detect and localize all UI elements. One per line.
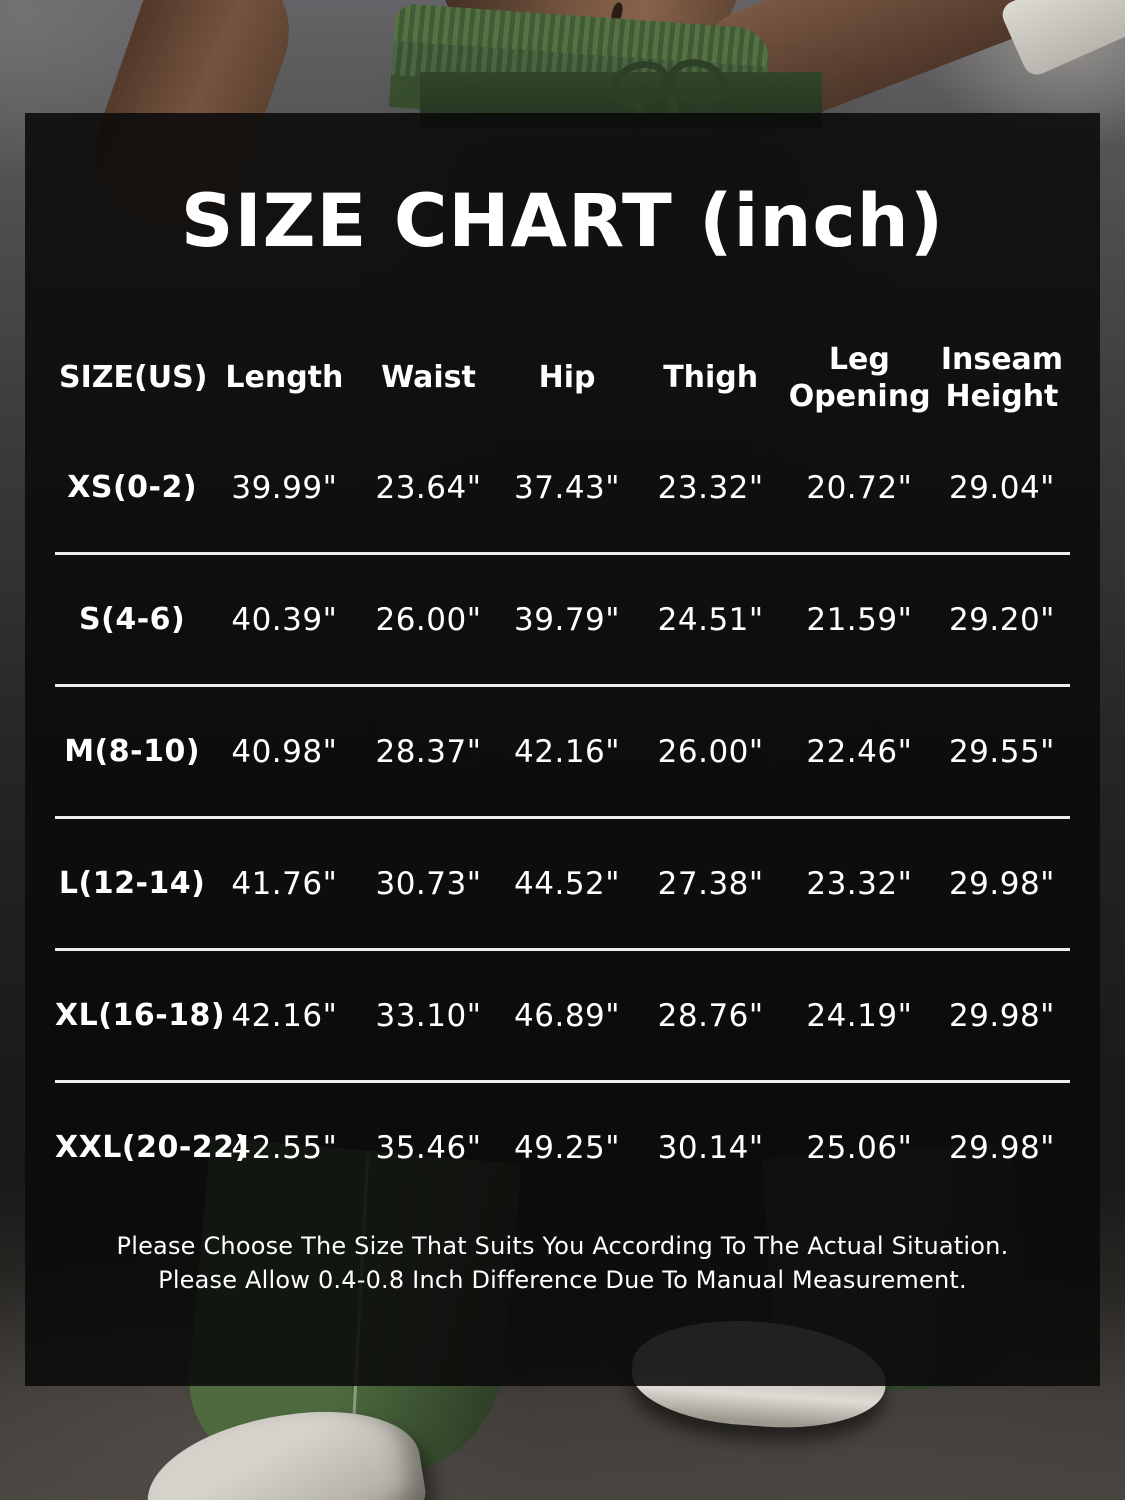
size-chart-title: SIZE CHART (inch) <box>180 179 945 264</box>
size-label: L(12-14) <box>58 866 206 901</box>
inseam-height-value: 29.98" <box>948 1129 1055 1166</box>
leg-opening-value: 20.72" <box>806 469 913 506</box>
table-row-xxl: XXL(20-22) 42.55" 35.46" 49.25" 30.14" 2… <box>55 1083 1070 1212</box>
size-label: S(4-6) <box>79 602 186 637</box>
table-row-l: L(12-14) 41.76" 30.73" 44.52" 27.38" 23.… <box>55 819 1070 951</box>
column-header-length: Length <box>225 360 344 396</box>
table-row-xl: XL(16-18) 42.16" 33.10" 46.89" 28.76" 24… <box>55 951 1070 1083</box>
length-value: 40.39" <box>231 601 338 638</box>
size-table: SIZE(US) Length Waist Hip Thigh Leg Open… <box>55 333 1070 1212</box>
waist-value: 33.10" <box>375 997 482 1034</box>
waist-value: 23.64" <box>375 469 482 506</box>
hip-value: 37.43" <box>514 469 621 506</box>
inseam-height-value: 29.20" <box>948 601 1055 638</box>
hip-value: 49.25" <box>514 1129 621 1166</box>
size-table-header-row: SIZE(US) Length Waist Hip Thigh Leg Open… <box>55 333 1070 423</box>
leg-opening-value: 23.32" <box>806 865 913 902</box>
leg-opening-value: 25.06" <box>806 1129 913 1166</box>
waist-value: 28.37" <box>375 733 482 770</box>
length-value: 41.76" <box>231 865 338 902</box>
size-label: M(8-10) <box>64 734 201 769</box>
thigh-value: 26.00" <box>657 733 764 770</box>
size-chart-panel: SIZE CHART (inch) SIZE(US) Length Waist … <box>25 113 1100 1386</box>
inseam-height-value: 29.55" <box>948 733 1055 770</box>
leg-opening-value: 22.46" <box>806 733 913 770</box>
column-header-inseam-height: Inseam Height <box>940 341 1064 415</box>
hip-value: 46.89" <box>514 997 621 1034</box>
column-header-leg-opening: Leg Opening <box>788 341 931 415</box>
size-note: Please Choose The Size That Suits You Ac… <box>25 1229 1100 1297</box>
waist-value: 35.46" <box>375 1129 482 1166</box>
column-header-size: SIZE(US) <box>59 360 208 396</box>
length-value: 42.55" <box>231 1129 338 1166</box>
length-value: 42.16" <box>231 997 338 1034</box>
size-label: XL(16-18) <box>55 998 226 1033</box>
column-header-hip: Hip <box>538 360 596 396</box>
inseam-height-value: 29.98" <box>948 997 1055 1034</box>
thigh-value: 23.32" <box>657 469 764 506</box>
hip-value: 44.52" <box>514 865 621 902</box>
size-label: XS(0-2) <box>67 470 198 505</box>
leg-opening-value: 21.59" <box>806 601 913 638</box>
size-note-line1: Please Choose The Size That Suits You Ac… <box>116 1232 1009 1260</box>
thigh-value: 30.14" <box>657 1129 764 1166</box>
table-row-s: S(4-6) 40.39" 26.00" 39.79" 24.51" 21.59… <box>55 555 1070 687</box>
column-header-thigh: Thigh <box>663 360 759 396</box>
thigh-value: 24.51" <box>657 601 764 638</box>
thigh-value: 27.38" <box>657 865 764 902</box>
thigh-value: 28.76" <box>657 997 764 1034</box>
length-value: 40.98" <box>231 733 338 770</box>
hip-value: 39.79" <box>514 601 621 638</box>
size-note-line2: Please Allow 0.4-0.8 Inch Difference Due… <box>158 1266 967 1294</box>
inseam-height-value: 29.04" <box>948 469 1055 506</box>
size-label: XXL(20-22) <box>55 1130 249 1165</box>
table-row-xs: XS(0-2) 39.99" 23.64" 37.43" 23.32" 20.7… <box>55 423 1070 555</box>
leg-opening-value: 24.19" <box>806 997 913 1034</box>
table-row-m: M(8-10) 40.98" 28.37" 42.16" 26.00" 22.4… <box>55 687 1070 819</box>
column-header-waist: Waist <box>381 360 476 396</box>
waist-value: 30.73" <box>375 865 482 902</box>
hip-value: 42.16" <box>514 733 621 770</box>
waist-value: 26.00" <box>375 601 482 638</box>
length-value: 39.99" <box>231 469 338 506</box>
inseam-height-value: 29.98" <box>948 865 1055 902</box>
